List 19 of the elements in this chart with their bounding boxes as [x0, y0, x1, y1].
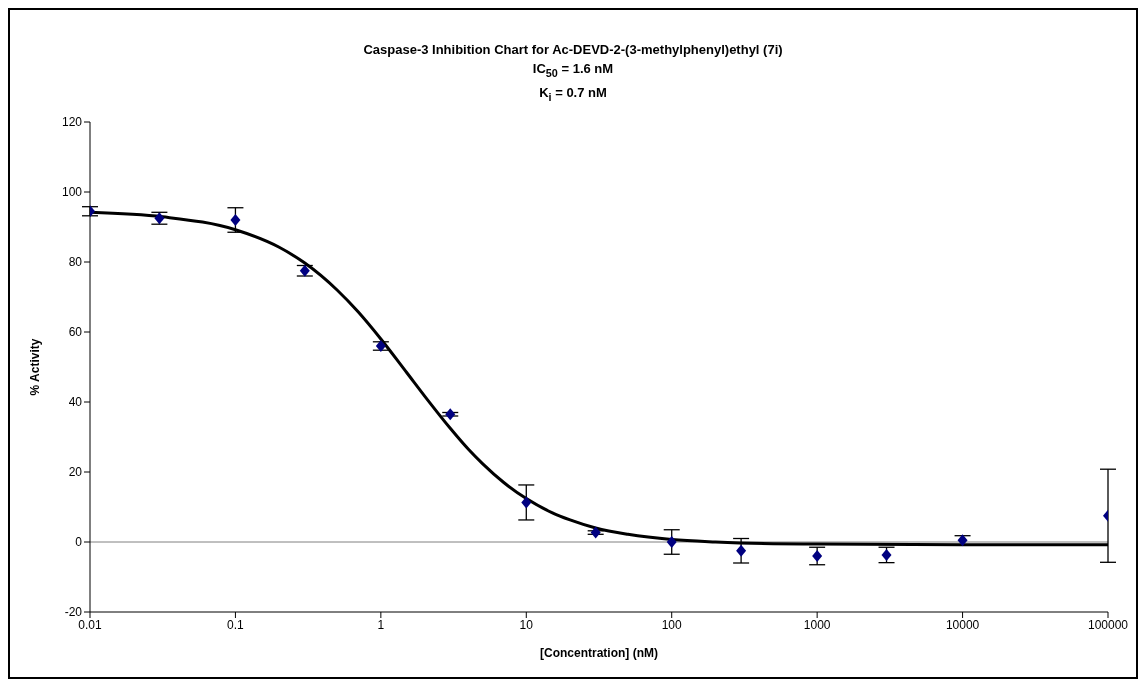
y-tick-label: 60 [68, 325, 83, 340]
x-tick-label: 100 [661, 617, 683, 632]
x-axis-title: [Concentration] (nM) [540, 646, 658, 660]
x-tick-label: 0.1 [227, 617, 245, 632]
x-tick-label: 100000 [1087, 617, 1129, 632]
y-tick-label: 100 [61, 185, 83, 200]
y-tick-label: 20 [68, 465, 83, 480]
chart-title: Caspase-3 Inhibition Chart for Ac-DEVD-2-(3-methylphenyl)ethyl (7i) IC$_{50}$ = 1.6 nM K$_{i}$ = 0.7 nM [362, 41, 784, 105]
y-tick-label: 80 [68, 255, 83, 270]
y-tick-label: 0 [75, 535, 83, 550]
y-tick-label: 120 [61, 115, 83, 130]
x-tick-label: 1 [377, 617, 385, 632]
y-tick-label: -20 [64, 605, 83, 620]
y-axis-title: % Activity [28, 338, 43, 396]
x-tick-label: 10000 [945, 617, 980, 632]
y-tick-label: 40 [68, 395, 83, 410]
x-tick-label: 0.01 [78, 617, 102, 632]
x-tick-label: 10 [519, 617, 534, 632]
x-tick-label: 1000 [803, 617, 831, 632]
